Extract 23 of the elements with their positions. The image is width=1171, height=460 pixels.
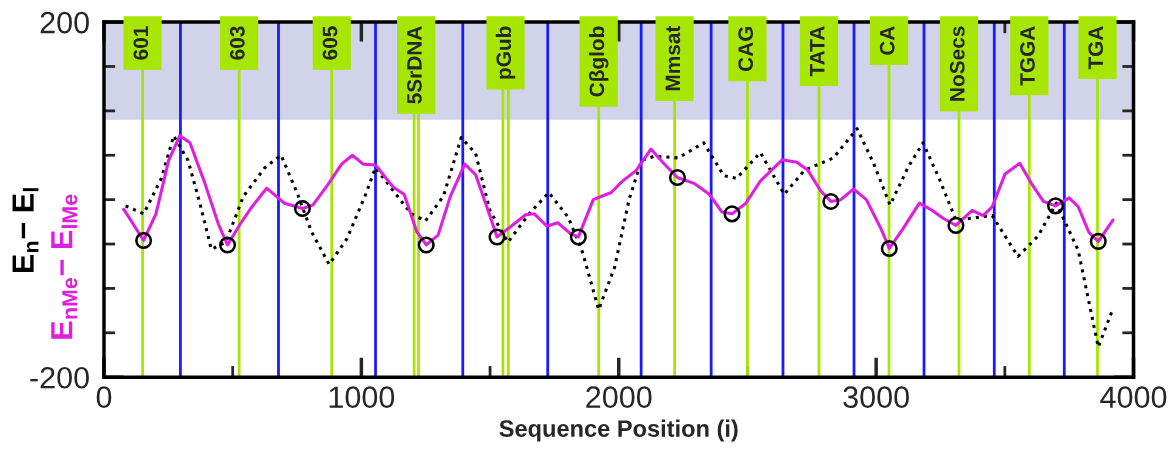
annotation: CAG bbox=[738, 26, 754, 72]
annotation: pGub bbox=[495, 26, 516, 79]
x-axis-title: Sequence Position (i) bbox=[499, 419, 738, 442]
x-tick-label: 2000 bbox=[586, 386, 652, 408]
annotation: NoSecs bbox=[949, 26, 965, 101]
annotation: TGA bbox=[1088, 26, 1104, 70]
annotation: CA bbox=[879, 26, 895, 55]
annotation: 601 bbox=[133, 26, 149, 60]
y-tick-label: 200 bbox=[40, 11, 89, 34]
annotation: TATA bbox=[810, 26, 825, 77]
x-tick-label: 1000 bbox=[329, 386, 395, 408]
x-tick-label: 3000 bbox=[843, 386, 909, 408]
text: E$_{nMe}$− E$_{lMe}$ bbox=[51, 194, 78, 339]
annotation: TGGA bbox=[1020, 26, 1035, 86]
annotation: Mmsat bbox=[665, 25, 681, 91]
annotation: 603 bbox=[229, 26, 245, 60]
x-tick-label: 0 bbox=[96, 386, 112, 408]
annotation: 605 bbox=[322, 26, 338, 60]
y-tick-label: -200 bbox=[30, 366, 89, 389]
text: E$_{n}$− E$_{l}$ bbox=[12, 188, 39, 273]
x-tick-label: 4000 bbox=[1100, 386, 1167, 408]
annotation: Cβglob bbox=[588, 26, 609, 97]
annotation: 5SrDNA bbox=[407, 26, 422, 104]
